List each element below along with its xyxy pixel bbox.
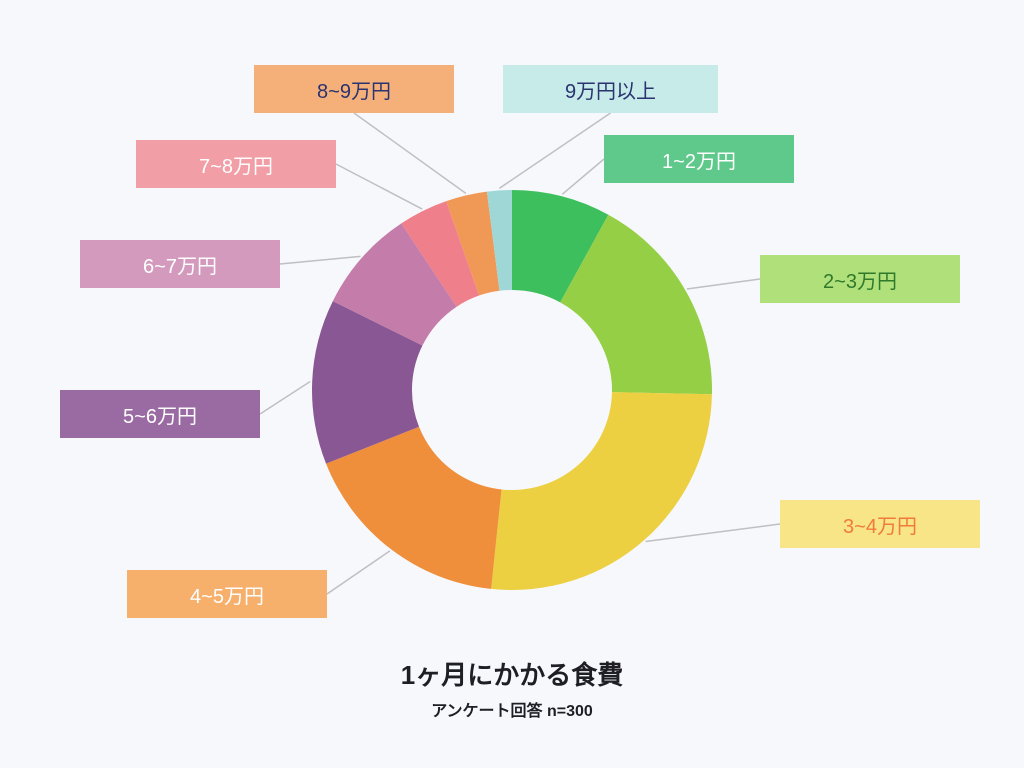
chart-subtitle: アンケート回答 n=300 <box>212 697 812 721</box>
leader-s6 <box>280 256 360 264</box>
leader-s5 <box>260 382 310 414</box>
leader-s3 <box>646 524 780 542</box>
leader-s9 <box>499 113 610 188</box>
label-s2: 2~3万円 <box>760 255 960 303</box>
label-s7: 7~8万円 <box>136 140 336 188</box>
label-s1: 1~2万円 <box>604 135 794 183</box>
donut-svg <box>0 0 1024 768</box>
label-s9: 9万円以上 <box>503 65 718 113</box>
leader-s1 <box>562 159 604 194</box>
label-s5: 5~6万円 <box>60 390 260 438</box>
donut-slice-s3 <box>491 392 712 590</box>
label-s3: 3~4万円 <box>780 500 980 548</box>
label-s4: 4~5万円 <box>127 570 327 618</box>
leader-s2 <box>687 279 760 289</box>
label-s8: 8~9万円 <box>254 65 454 113</box>
label-s6: 6~7万円 <box>80 240 280 288</box>
leader-s4 <box>327 551 390 594</box>
chart-stage: 1~2万円 2~3万円 3~4万円 4~5万円 5~6万円 6~7万円 7~8万円 8~9万円… <box>0 0 1024 768</box>
leader-s7 <box>336 164 422 209</box>
leader-s8 <box>354 113 466 193</box>
chart-title: 1ヶ月にかかる食費 <box>212 655 812 692</box>
